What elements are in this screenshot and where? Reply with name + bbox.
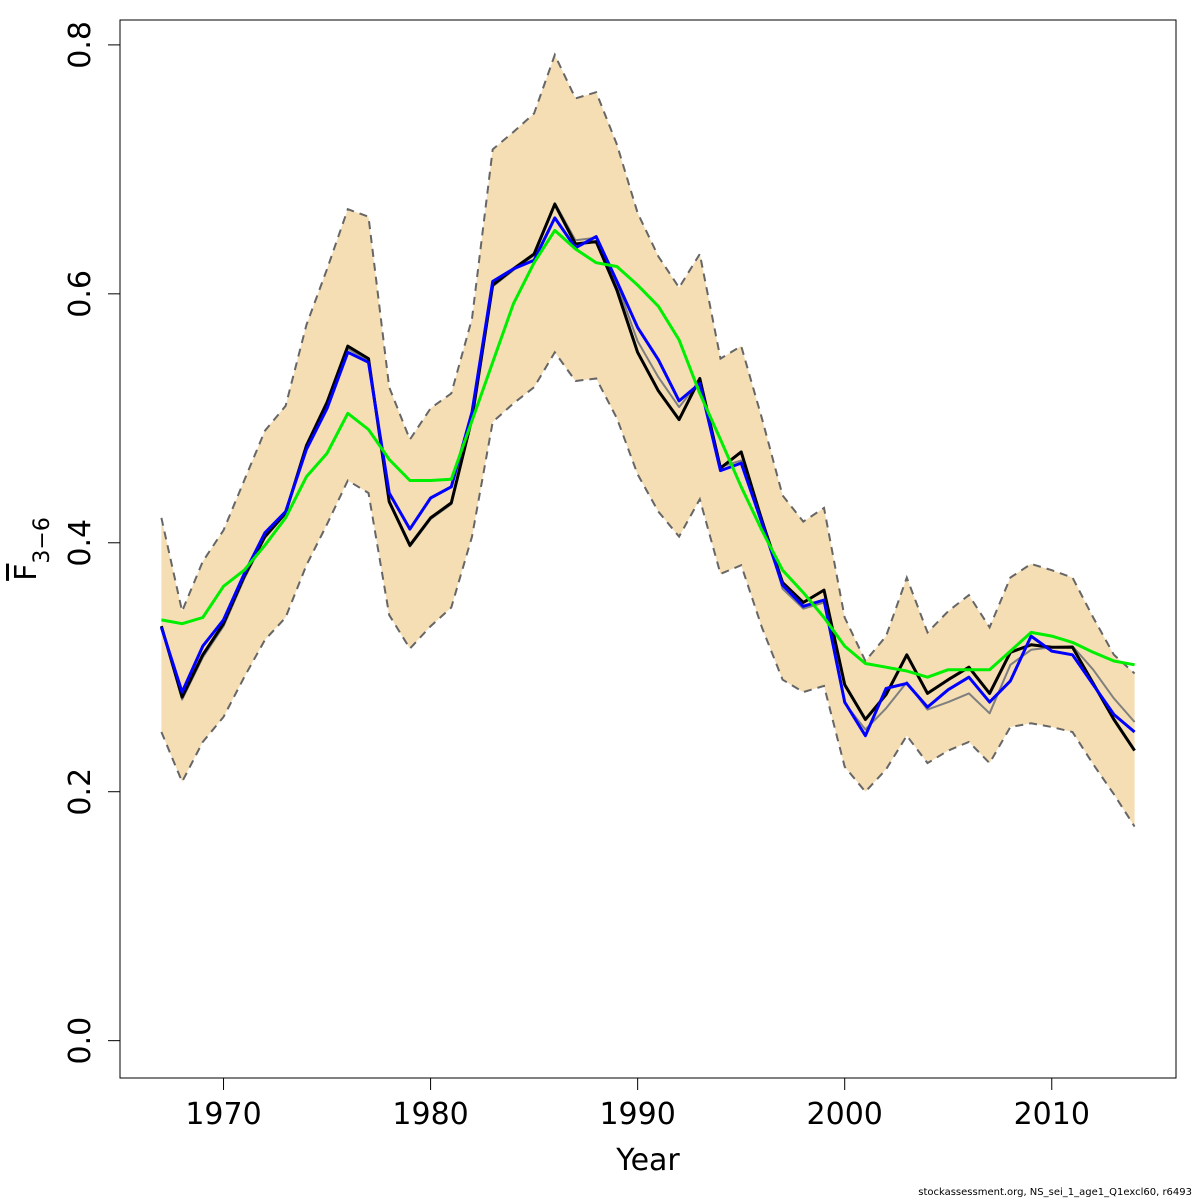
- y-axis-title: F3−6: [9, 517, 55, 581]
- x-tick-label-1970: 1970: [185, 1097, 261, 1132]
- x-tick-label-2010: 2010: [1014, 1097, 1090, 1132]
- upper-ci-line: [160, 52, 1136, 675]
- y-tick-label-0: 0.0: [63, 1017, 98, 1065]
- series-line-blue: [159, 216, 1136, 738]
- y-tick-label-3: 0.6: [63, 270, 98, 318]
- y-axis: 0.0 0.2 0.4 0.6 0.8: [63, 21, 120, 1065]
- y-axis-title-sub: 3−6: [30, 517, 55, 563]
- footer-caption: stockassessment.org, NS_sei_1_age1_Q1exc…: [918, 1187, 1192, 1198]
- lower-ci-line: [160, 350, 1136, 828]
- y-tick-label-2: 0.4: [63, 519, 98, 567]
- x-axis: 1970 1980 1990 2000 2010: [185, 1078, 1090, 1132]
- series-line-green: [161, 228, 1135, 679]
- confidence-band-area: [161, 54, 1135, 827]
- x-tick-label-1980: 1980: [392, 1097, 468, 1132]
- confidence-band: [160, 52, 1136, 828]
- series-lines: [159, 202, 1136, 752]
- x-tick-label-2000: 2000: [807, 1097, 883, 1132]
- x-tick-label-1990: 1990: [599, 1097, 675, 1132]
- series-line-black: [159, 202, 1136, 752]
- y-tick-label-1: 0.2: [63, 768, 98, 816]
- plot-frame: [119, 19, 1177, 1079]
- y-tick-label-4: 0.8: [63, 21, 98, 69]
- y-axis-title-main: F: [9, 564, 44, 581]
- x-axis-title: Year: [615, 1143, 680, 1178]
- svg-text:F3−6: F3−6: [9, 517, 55, 581]
